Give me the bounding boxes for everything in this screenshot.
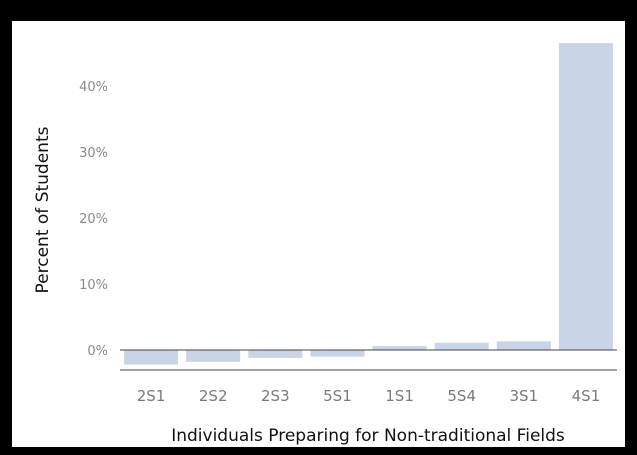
x-tick-label: 1S1 [385,387,414,405]
bar-2S3 [248,350,303,358]
y-tick-label: 20% [79,212,108,227]
y-tick-labels: 0% 10% 20% 30% 40% [79,80,108,359]
x-axis-title: Individuals Preparing for Non-traditiona… [171,426,565,446]
bar-5S1 [310,350,365,357]
bar-1S1 [372,346,427,350]
y-axis-title: Percent of Students [33,126,53,293]
x-tick-label: 2S2 [199,387,228,405]
bar-5S4 [434,342,489,350]
x-tick-label: 5S1 [323,387,352,405]
bar-3S1 [496,341,551,350]
y-tick-label: 40% [79,80,108,95]
bar-2S2 [186,350,241,362]
y-tick-label: 0% [87,344,108,359]
x-tick-labels: 2S1 2S2 2S3 5S1 1S1 5S4 3S1 4S1 [137,387,600,405]
bars [124,43,613,365]
bar-2S1 [124,350,179,365]
x-tick-label: 3S1 [510,387,539,405]
x-tick-label: 2S3 [261,387,290,405]
chart-panel [10,19,627,449]
bar-4S1 [558,43,613,350]
x-tick-label: 2S1 [137,387,166,405]
x-tick-label: 5S4 [447,387,476,405]
x-tick-label: 4S1 [572,387,601,405]
y-tick-label: 10% [79,278,108,293]
y-tick-label: 30% [79,146,108,161]
